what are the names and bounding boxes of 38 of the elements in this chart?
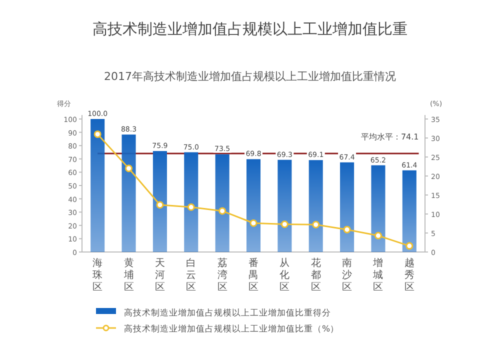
x-tick-label: 南沙区 [342, 257, 352, 293]
bar [90, 119, 105, 252]
x-tick-label: 番禺区 [248, 257, 258, 293]
x-tick-label: 从化区 [280, 257, 290, 293]
x-tick-label: 白云区 [186, 257, 196, 293]
x-tick-label: 海珠区 [92, 257, 103, 293]
x-tick-label: 荔湾区 [217, 257, 228, 293]
bar [152, 151, 167, 252]
legend-label: 高技术制造业增加值占规模以上工业增加值比重得分 [124, 308, 331, 318]
x-tick-label: 黄埔区 [122, 257, 134, 293]
point [280, 220, 288, 228]
point [187, 203, 195, 211]
point [343, 226, 351, 234]
bar [340, 162, 354, 252]
point [218, 207, 226, 215]
bar [184, 152, 198, 252]
x-tick-label: 天河区 [154, 258, 165, 293]
point [156, 201, 164, 209]
bar [402, 170, 416, 252]
point [125, 164, 133, 172]
chart-subtitle: 2017年高技术制造业增加值占规模以上工业增加值比重情况 [104, 70, 396, 83]
bar [278, 160, 292, 252]
point [94, 130, 102, 138]
ref-line-label: 平均水平：74.1 [360, 132, 419, 142]
x-tick-label: 越秀区 [404, 257, 414, 293]
bar [215, 154, 230, 252]
bar [308, 160, 323, 252]
bar [122, 134, 136, 252]
legend-label: 高技术制造业增加值占规模以上工业增加值比重（%） [124, 324, 340, 334]
point [312, 220, 320, 228]
point [406, 242, 414, 250]
point [374, 232, 382, 240]
bar [246, 159, 261, 252]
point [250, 219, 258, 227]
x-tick-label: 增城区 [372, 257, 384, 293]
bar [371, 165, 386, 252]
x-tick-label: 花都区 [310, 257, 321, 293]
chart-title: 高技术制造业增加值占规模以上工业增加值比重 [92, 20, 408, 38]
